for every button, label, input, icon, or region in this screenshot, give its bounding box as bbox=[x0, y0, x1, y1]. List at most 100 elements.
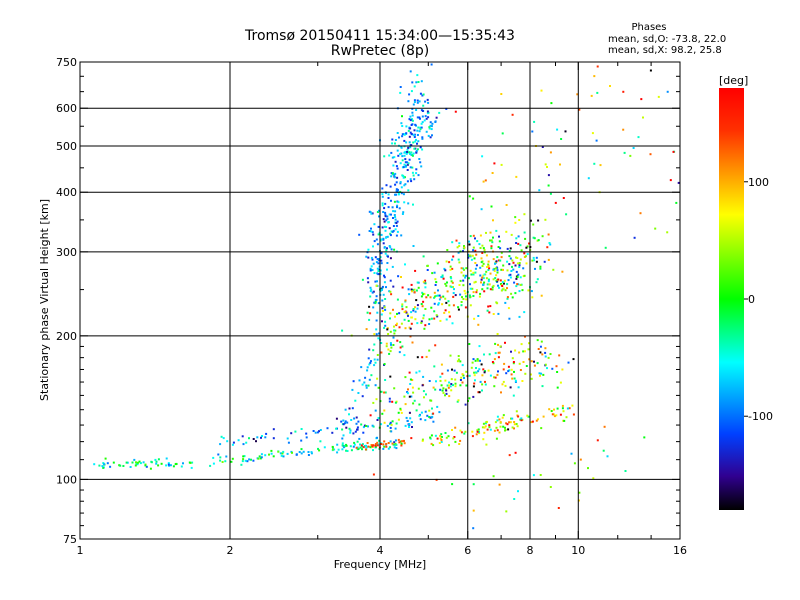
data-point bbox=[521, 289, 524, 292]
data-point bbox=[403, 176, 406, 179]
data-point bbox=[402, 166, 405, 169]
data-point bbox=[389, 257, 392, 260]
data-point bbox=[374, 361, 377, 364]
data-point bbox=[387, 255, 389, 258]
data-point bbox=[497, 356, 500, 359]
data-point bbox=[434, 434, 437, 437]
data-point bbox=[469, 283, 471, 286]
data-point bbox=[494, 262, 496, 265]
data-point bbox=[451, 368, 453, 371]
data-point bbox=[380, 351, 383, 354]
data-point bbox=[428, 349, 431, 352]
data-point bbox=[471, 430, 474, 433]
data-point bbox=[552, 413, 555, 416]
data-point bbox=[500, 268, 503, 271]
data-point bbox=[434, 388, 437, 391]
data-point bbox=[460, 271, 463, 274]
data-point bbox=[435, 294, 438, 297]
data-point bbox=[383, 391, 386, 394]
data-point bbox=[372, 306, 375, 309]
data-point bbox=[431, 407, 433, 410]
data-point bbox=[512, 394, 515, 397]
data-point bbox=[411, 111, 414, 114]
data-point bbox=[452, 255, 455, 258]
data-point bbox=[524, 237, 527, 240]
data-point bbox=[282, 450, 285, 453]
data-point bbox=[475, 433, 478, 436]
data-point bbox=[445, 392, 448, 395]
data-point bbox=[377, 262, 380, 265]
data-point bbox=[421, 438, 424, 441]
data-point bbox=[448, 311, 451, 314]
data-point bbox=[407, 129, 410, 132]
data-point bbox=[399, 346, 402, 349]
data-point bbox=[318, 430, 320, 433]
data-point bbox=[377, 386, 380, 389]
data-point bbox=[432, 420, 435, 423]
data-point bbox=[451, 281, 454, 284]
data-point bbox=[230, 460, 233, 463]
data-point bbox=[314, 431, 317, 434]
data-point bbox=[460, 267, 463, 270]
data-point bbox=[510, 373, 513, 376]
data-point bbox=[372, 262, 375, 265]
data-point bbox=[541, 353, 544, 356]
data-point bbox=[528, 358, 531, 361]
data-point bbox=[502, 425, 505, 428]
data-point bbox=[590, 94, 593, 97]
data-point bbox=[479, 380, 482, 383]
data-point bbox=[243, 455, 246, 458]
data-point bbox=[129, 466, 132, 468]
data-point bbox=[450, 286, 453, 288]
y-tick-label: 500 bbox=[56, 140, 77, 153]
data-point bbox=[387, 221, 390, 224]
data-point bbox=[286, 437, 289, 440]
data-point bbox=[388, 290, 391, 293]
data-point bbox=[370, 444, 373, 446]
data-point bbox=[353, 417, 356, 420]
data-point bbox=[381, 288, 383, 291]
data-point bbox=[421, 148, 424, 151]
data-point bbox=[479, 247, 482, 249]
data-point bbox=[383, 225, 386, 228]
data-point bbox=[386, 217, 389, 220]
y-tick-label: 750 bbox=[56, 56, 77, 69]
data-point bbox=[365, 448, 367, 451]
data-point bbox=[482, 438, 485, 441]
data-point bbox=[482, 277, 485, 280]
data-point bbox=[342, 419, 345, 422]
data-point bbox=[385, 219, 388, 222]
data-point bbox=[371, 258, 374, 261]
x-tick-label: 10 bbox=[571, 544, 585, 557]
data-point bbox=[452, 295, 455, 298]
data-point bbox=[384, 213, 387, 216]
data-point bbox=[381, 202, 384, 205]
data-point bbox=[410, 311, 413, 314]
data-point bbox=[496, 269, 499, 272]
data-point bbox=[402, 439, 405, 442]
data-point bbox=[370, 256, 373, 259]
colorbar-label: [deg] bbox=[719, 74, 748, 87]
data-point bbox=[468, 374, 471, 377]
data-point bbox=[553, 408, 555, 411]
data-point bbox=[503, 279, 506, 282]
data-point bbox=[441, 303, 444, 306]
data-point bbox=[519, 369, 522, 371]
data-point bbox=[510, 292, 513, 295]
data-point bbox=[516, 257, 519, 259]
data-point bbox=[408, 411, 411, 414]
data-point bbox=[411, 290, 413, 293]
data-point bbox=[440, 436, 443, 438]
data-point bbox=[398, 312, 401, 315]
data-point bbox=[401, 308, 404, 311]
data-point bbox=[462, 279, 465, 282]
data-point bbox=[362, 431, 365, 434]
data-point bbox=[518, 315, 521, 318]
data-point bbox=[397, 275, 400, 278]
data-point bbox=[519, 258, 522, 261]
data-point bbox=[405, 306, 408, 309]
data-point bbox=[480, 257, 483, 260]
data-point bbox=[517, 273, 520, 276]
data-point bbox=[524, 255, 527, 258]
data-point bbox=[407, 388, 409, 391]
